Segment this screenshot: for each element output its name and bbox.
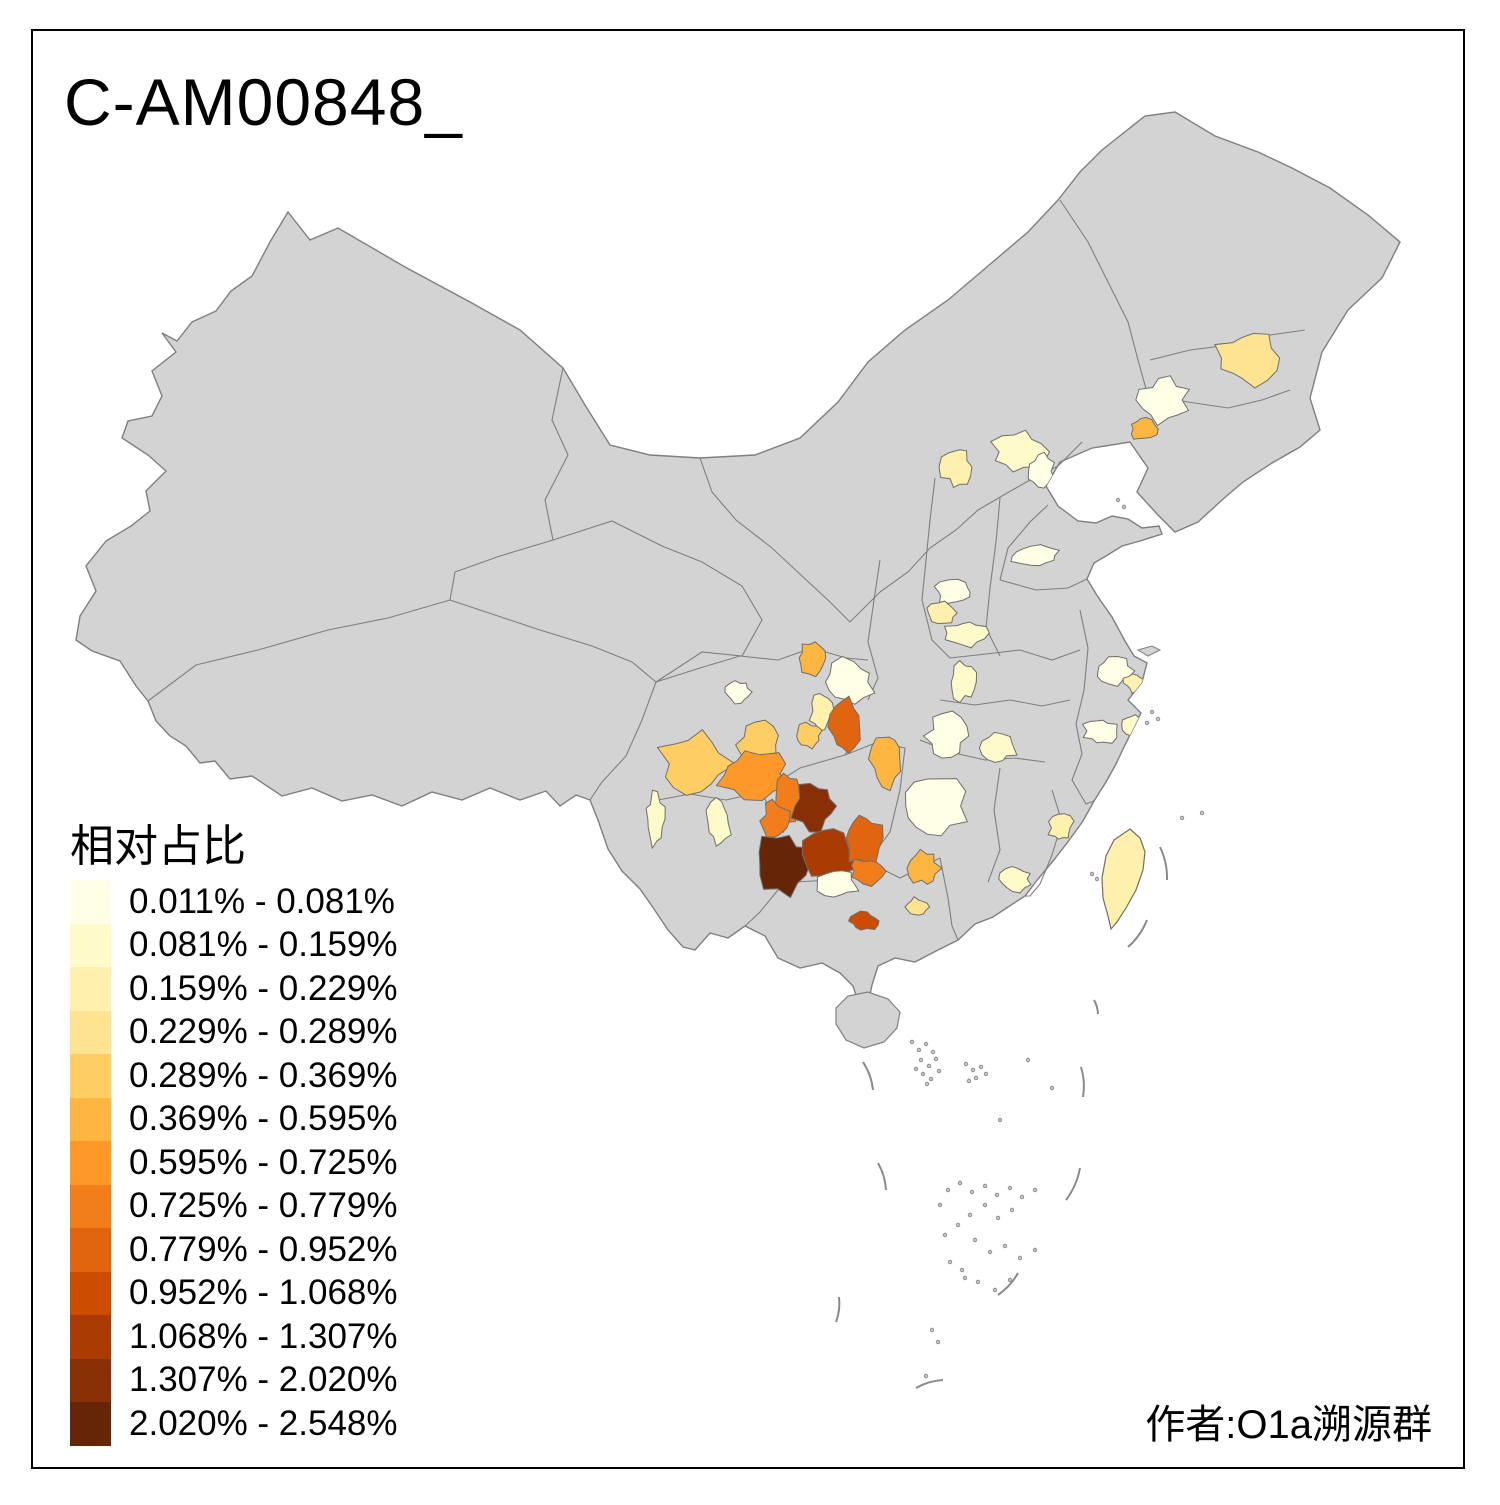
prefecture-region	[656, 728, 737, 796]
prefecture-region	[798, 641, 827, 678]
prefecture-region	[827, 695, 861, 754]
legend-row: 0.289% - 0.369%	[70, 1054, 398, 1098]
legend-label: 0.081% - 0.159%	[129, 925, 398, 965]
prefecture-region	[1010, 544, 1061, 567]
legend-row: 1.307% - 2.020%	[70, 1358, 398, 1402]
legend-row: 0.779% - 0.952%	[70, 1228, 398, 1272]
prefecture-region	[816, 870, 860, 898]
prefecture-region	[1135, 375, 1191, 427]
prefecture-region	[950, 659, 978, 704]
prefecture-region	[938, 449, 973, 489]
prefecture-region	[705, 796, 732, 848]
prefecture-region	[1081, 719, 1118, 744]
prefecture-region	[724, 680, 753, 705]
legend-swatch	[70, 923, 111, 967]
mainland	[75, 111, 1401, 1008]
prefecture-region	[922, 710, 970, 759]
legend-label: 0.725% - 0.779%	[129, 1186, 398, 1226]
legend-label: 0.011% - 0.081%	[129, 881, 395, 921]
prefecture-region	[645, 789, 666, 850]
prefecture-region	[1130, 416, 1159, 440]
legend-label: 0.952% - 1.068%	[129, 1273, 398, 1313]
prefecture-region	[850, 858, 887, 887]
prefecture-region	[824, 655, 876, 705]
prefecture-region	[1096, 655, 1136, 687]
prefecture-region	[790, 782, 838, 833]
prefecture-region	[933, 578, 971, 604]
legend-label: 0.369% - 0.595%	[129, 1099, 398, 1139]
attribution: 作者:O1a溯源群	[1145, 1403, 1432, 1447]
legend-label: 0.229% - 0.289%	[129, 1012, 398, 1052]
prefecture-region	[1214, 332, 1281, 389]
legend-swatch	[70, 1054, 111, 1098]
hainan-island	[835, 991, 901, 1049]
legend: 相对占比 0.011% - 0.081% 0.081% - 0.159% 0.159…	[70, 810, 398, 1446]
legend-title: 相对占比	[70, 822, 246, 871]
prefecture-region	[847, 910, 880, 931]
legend-swatch	[70, 1097, 111, 1141]
legend-label: 2.020% - 2.548%	[129, 1403, 398, 1443]
prefecture-region	[808, 692, 835, 732]
legend-swatch	[70, 1315, 111, 1359]
legend-swatch	[70, 1184, 111, 1228]
prefecture-region	[906, 848, 943, 885]
legend-label: 1.068% - 1.307%	[129, 1316, 398, 1356]
legend-label: 0.159% - 0.229%	[129, 968, 398, 1008]
legend-row: 0.952% - 1.068%	[70, 1271, 398, 1315]
legend-label: 0.779% - 0.952%	[129, 1229, 398, 1269]
prefecture-region	[867, 736, 902, 792]
coastal-island	[1136, 645, 1162, 657]
legend-row: 1.068% - 1.307%	[70, 1315, 398, 1359]
legend-label: 0.289% - 0.369%	[129, 1055, 398, 1095]
legend-swatch	[70, 1358, 111, 1402]
legend-row: 0.159% - 0.229%	[70, 967, 398, 1011]
prefecture-region	[978, 731, 1018, 763]
legend-swatch	[70, 967, 111, 1011]
prefecture-region	[1047, 813, 1075, 840]
legend-swatch	[70, 1010, 111, 1054]
prefecture-region	[926, 600, 958, 625]
prefecture-region	[943, 621, 990, 649]
prefecture-region	[759, 798, 791, 838]
prefecture-region	[758, 834, 816, 899]
legend-row: 0.595% - 0.725%	[70, 1141, 398, 1185]
legend-swatch	[70, 1402, 111, 1446]
legend-label: 0.595% - 0.725%	[129, 1142, 398, 1182]
legend-row: 0.081% - 0.159%	[70, 923, 398, 967]
prefecture-region	[998, 865, 1032, 894]
legend-swatch	[70, 1228, 111, 1272]
prefecture-region	[796, 721, 823, 750]
legend-label: 1.307% - 2.020%	[129, 1360, 398, 1400]
legend-swatch	[70, 1271, 111, 1315]
legend-swatch	[70, 1141, 111, 1185]
boundary-dashes	[835, 846, 1169, 1389]
legend-row: 0.725% - 0.779%	[70, 1184, 398, 1228]
prefecture-region	[904, 895, 931, 916]
prefecture-region	[904, 778, 968, 837]
taiwan-island	[1101, 828, 1146, 931]
legend-swatch	[70, 880, 111, 924]
page-title: C-AM00848_	[64, 65, 463, 139]
legend-rows: 0.011% - 0.081% 0.081% - 0.159% 0.159% - 0…	[70, 880, 398, 1446]
legend-row: 2.020% - 2.548%	[70, 1402, 398, 1446]
legend-row: 0.229% - 0.289%	[70, 1010, 398, 1054]
choropleth-regions	[645, 332, 1281, 931]
sea-islets	[909, 497, 1205, 1379]
prefecture-region	[715, 750, 793, 802]
legend-row: 0.011% - 0.081%	[70, 880, 398, 924]
legend-row: 0.369% - 0.595%	[70, 1097, 398, 1141]
